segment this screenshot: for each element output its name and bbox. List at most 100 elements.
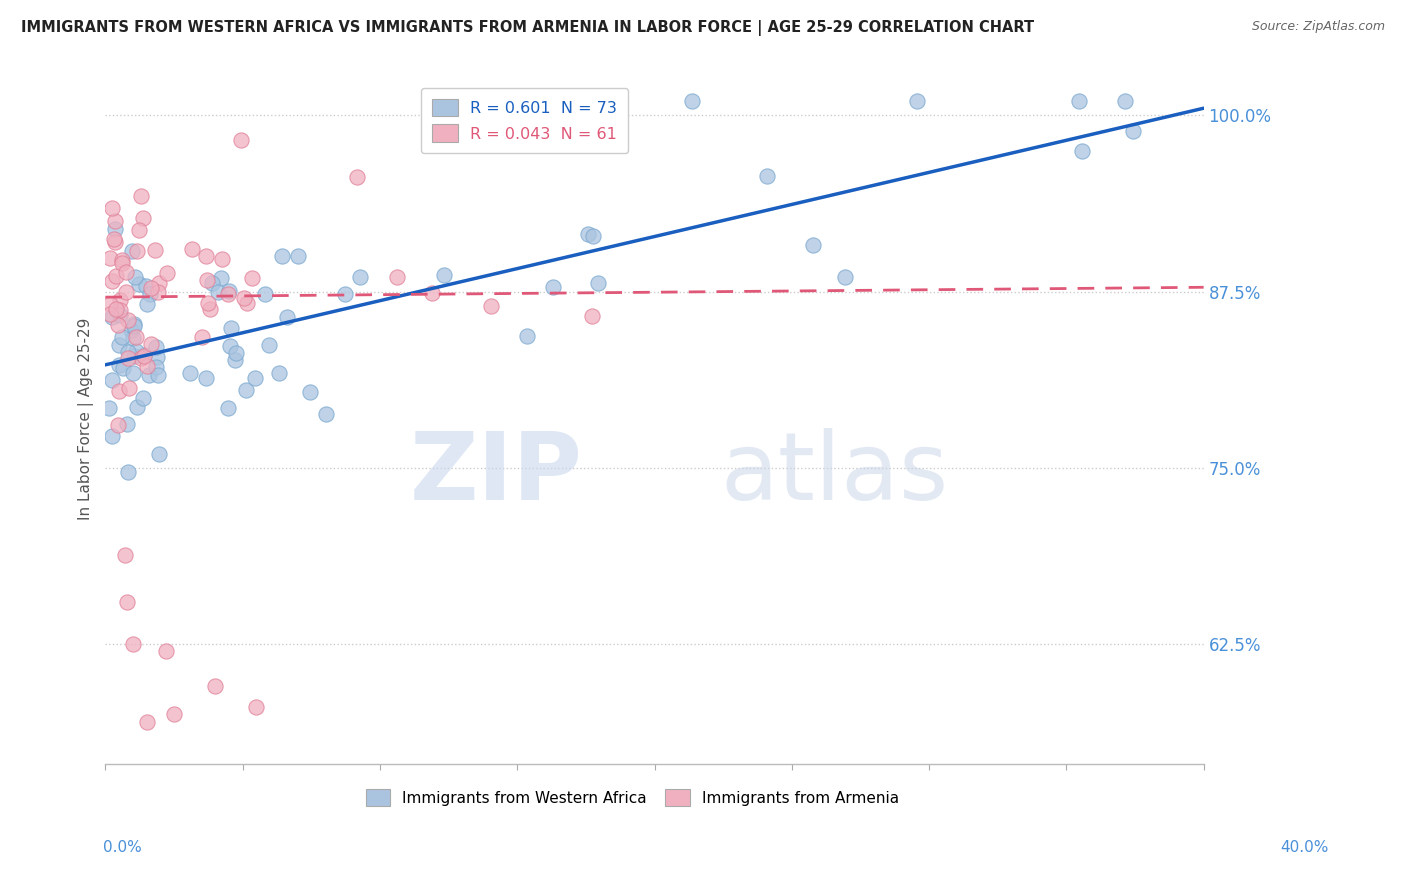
Point [155,266,177,280]
Point [111,253,134,268]
Point [111,329,134,343]
Point [420,285,443,300]
Point [132,211,155,225]
Point [108,293,131,308]
Point [148,276,170,290]
Point [243,370,266,384]
Point [541,280,564,294]
Text: ZIP: ZIP [411,427,583,520]
Point [101,201,124,215]
Point [225,346,247,360]
Point [122,318,145,332]
Point [194,371,217,385]
Point [108,302,131,317]
Point [122,349,145,363]
Point [125,330,148,344]
Point [98,251,121,265]
Point [586,276,609,290]
Point [98,401,121,416]
Point [135,714,157,729]
Point [98,308,121,322]
Point [1122,123,1144,137]
Point [135,359,157,374]
Point [104,214,127,228]
Point [121,366,143,380]
Point [433,268,456,283]
Point [122,331,145,345]
Point [190,330,212,344]
Point [180,242,202,256]
Point [108,358,131,372]
Point [257,338,280,352]
Point [111,256,134,270]
Y-axis label: In Labor Force | Age 25-29: In Labor Force | Age 25-29 [79,318,94,519]
Point [581,309,603,323]
Point [201,276,224,290]
Point [101,275,124,289]
Point [217,401,239,415]
Point [236,296,259,310]
Point [148,285,170,299]
Point [346,169,368,184]
Point [267,366,290,380]
Text: atlas: atlas [720,427,949,520]
Point [100,310,122,324]
Point [218,339,240,353]
Point [108,308,131,322]
Point [271,249,294,263]
Point [125,343,148,358]
Point [101,428,124,442]
Point [576,227,599,242]
Point [229,133,252,147]
Point [117,595,139,609]
Text: Source: ZipAtlas.com: Source: ZipAtlas.com [1251,20,1385,33]
Point [1067,94,1090,108]
Point [132,391,155,405]
Point [315,408,337,422]
Point [139,287,162,301]
Point [148,447,170,461]
Point [121,637,143,651]
Point [198,301,221,316]
Point [101,373,124,387]
Point [245,700,267,714]
Point [145,351,167,365]
Point [834,270,856,285]
Point [209,271,232,285]
Point [204,679,226,693]
Point [335,287,357,301]
Point [141,336,163,351]
Point [103,232,125,246]
Point [218,284,240,298]
Point [127,244,149,259]
Point [207,285,229,299]
Point [146,368,169,383]
Point [1071,144,1094,158]
Text: 0.0%: 0.0% [103,840,142,855]
Point [112,360,135,375]
Point [128,277,150,292]
Point [104,302,127,317]
Point [104,222,127,236]
Point [122,318,145,333]
Point [134,349,156,363]
Text: 40.0%: 40.0% [1281,840,1329,855]
Point [194,249,217,263]
Point [298,385,321,400]
Point [516,329,538,343]
Point [163,707,186,722]
Point [107,384,129,399]
Point [905,94,928,108]
Point [115,417,138,431]
Point [115,285,138,299]
Point [756,169,779,184]
Point [581,229,603,244]
Point [131,189,153,203]
Point [287,249,309,263]
Point [121,244,143,258]
Point [117,345,139,359]
Point [107,418,129,433]
Point [108,337,131,351]
Point [129,351,152,365]
Point [479,299,502,313]
